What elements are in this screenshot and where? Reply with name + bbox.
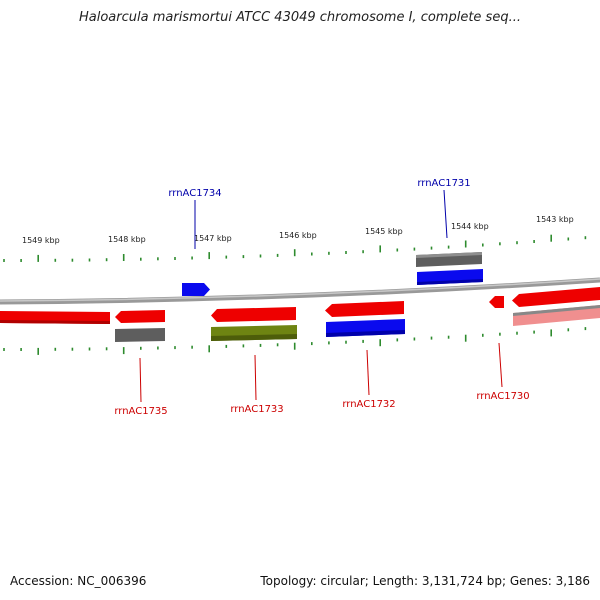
kbp-label-1549: 1549 kbp — [22, 236, 60, 245]
chromosome-backbone-highlight — [0, 278, 600, 302]
map-title: Haloarcula marismortui ATCC 43049 chromo… — [79, 10, 521, 25]
kbp-label-1548: 1548 kbp — [108, 235, 146, 244]
topology-footer: Topology: circular; Length: 3,131,724 bp… — [260, 574, 590, 588]
label-rrnAC1732[interactable]: rrnAC1732 — [342, 399, 395, 410]
gene-feature-gray-reverse[interactable] — [115, 328, 165, 342]
chromosome-backbone — [0, 277, 600, 305]
kbp-label-1545: 1545 kbp — [365, 227, 403, 236]
forward-strand-features — [182, 252, 483, 296]
label-rrnAC1731[interactable]: rrnAC1731 — [417, 178, 470, 189]
kbp-label-1547: 1547 kbp — [194, 234, 232, 243]
label-rrnAC1733[interactable]: rrnAC1733 — [230, 404, 283, 415]
gene-feature-blue-forward-2-edge — [417, 279, 483, 285]
kbp-label-1546: 1546 kbp — [279, 231, 317, 240]
kbp-label-1544: 1544 kbp — [451, 222, 489, 231]
kbp-labels: 1549 kbp 1548 kbp 1547 kbp 1546 kbp 1545… — [22, 215, 574, 245]
gene-feature-red-reverse-3[interactable] — [211, 307, 296, 322]
gene-feature-olive-reverse-shade — [211, 334, 297, 341]
gene-feature-pink-reverse[interactable] — [513, 305, 600, 326]
leader-rrnAC1732 — [366, 349, 370, 396]
leader-rrnAC1730 — [498, 342, 503, 388]
gene-feature-blue-reverse-shade — [326, 330, 405, 337]
label-leader-lines — [139, 189, 503, 403]
gene-feature-red-reverse-1-shade — [0, 320, 110, 324]
accession-footer: Accession: NC_006396 — [10, 574, 147, 588]
gene-feature-red-reverse-5[interactable] — [489, 296, 504, 308]
leader-rrnAC1733 — [254, 354, 257, 401]
gene-feature-pink-reverse-top — [513, 305, 600, 316]
reverse-strand-features — [0, 287, 600, 342]
gene-feature-red-reverse-6[interactable] — [512, 287, 600, 307]
gene-feature-gray-forward-top — [416, 252, 482, 258]
leader-rrnAC1735 — [139, 357, 142, 403]
outer-ruler-ticks — [3, 234, 587, 262]
label-rrnAC1734[interactable]: rrnAC1734 — [168, 188, 221, 199]
feature-labels: rrnAC1734 rrnAC1731 rrnAC1735 rrnAC1733 … — [114, 178, 529, 417]
gene-feature-blue-forward[interactable] — [182, 283, 210, 296]
label-rrnAC1735[interactable]: rrnAC1735 — [114, 406, 167, 417]
leader-rrnAC1731 — [443, 189, 448, 239]
inner-ruler-ticks — [3, 327, 587, 355]
gene-feature-red-reverse-4[interactable] — [325, 301, 404, 317]
kbp-label-1543: 1543 kbp — [536, 215, 574, 224]
gene-feature-red-reverse-2[interactable] — [115, 310, 165, 323]
label-rrnAC1730[interactable]: rrnAC1730 — [476, 391, 529, 402]
